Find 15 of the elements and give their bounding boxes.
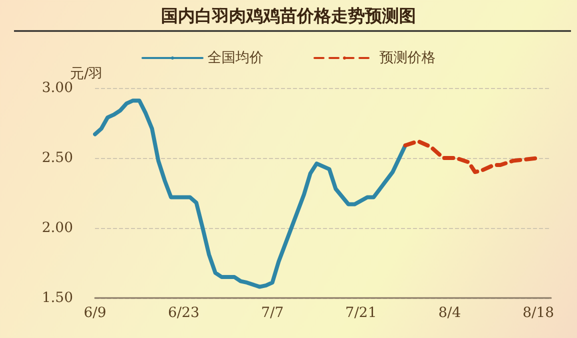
y-tick-label: 2.50 (42, 150, 73, 166)
y-tick-label: 3.00 (42, 80, 73, 96)
x-tick-label: 7/7 (261, 305, 284, 321)
y-tick-label: 1.50 (42, 290, 73, 306)
x-tick-label: 6/9 (84, 305, 106, 321)
line-series (93, 98, 408, 289)
x-tick-label: 8/18 (522, 305, 554, 321)
x-tick-label: 8/4 (438, 305, 462, 321)
chart-title: 国内白羽肉鸡鸡苗价格走势预测图 (161, 6, 416, 26)
y-tick-label: 2.00 (42, 220, 73, 236)
legend-label: 预测价格 (380, 50, 436, 66)
x-tick-label: 6/23 (168, 305, 200, 321)
x-tick-label: 7/21 (345, 305, 377, 321)
y-axis-title: 元/羽 (70, 66, 103, 82)
legend-label: 全国均价 (208, 50, 264, 66)
